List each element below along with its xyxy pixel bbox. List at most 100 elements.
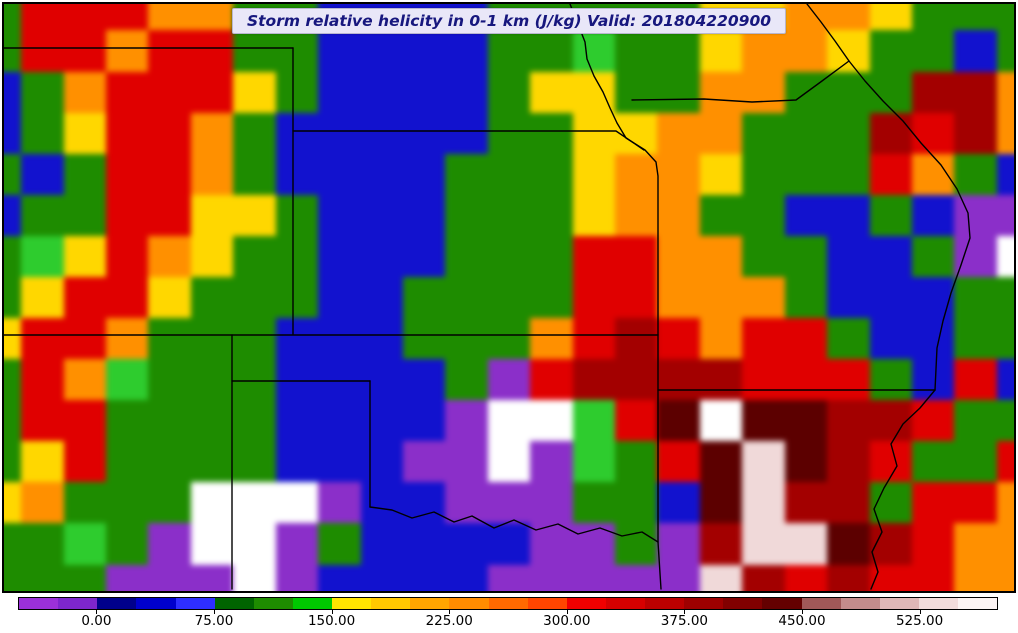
- heatmap-cell: [530, 276, 573, 319]
- heatmap-cell: [318, 112, 361, 154]
- heatmap-cell: [63, 564, 106, 591]
- heatmap-cell: [954, 400, 997, 442]
- heatmap-cell: [996, 235, 1014, 277]
- border-missouri-river-ks-mo: [569, 4, 659, 336]
- heatmap-cell: [445, 318, 488, 360]
- heatmap-cell: [63, 276, 106, 319]
- heatmap-cell: [275, 441, 319, 483]
- heatmap-cell: [954, 194, 997, 236]
- heatmap-cell: [615, 400, 658, 442]
- heatmap-cell: [4, 30, 22, 72]
- colorbar-segment: [645, 598, 685, 609]
- heatmap-cell: [148, 441, 191, 483]
- heatmap-cell: [63, 482, 106, 524]
- heatmap-cell: [784, 359, 828, 401]
- heatmap-cell: [233, 194, 276, 236]
- heatmap-cell: [106, 112, 149, 154]
- heatmap-cell: [190, 482, 234, 524]
- heatmap-cell: [742, 564, 785, 591]
- heatmap-cell: [954, 564, 997, 591]
- heatmap-cell: [827, 276, 870, 319]
- border-nebraska-kansas: [292, 130, 645, 151]
- heatmap-cell: [275, 564, 319, 591]
- heatmap-cell: [275, 112, 319, 154]
- heatmap-cell: [954, 482, 997, 524]
- heatmap-cell: [869, 276, 912, 319]
- colorbar-segment: [488, 598, 528, 609]
- heatmap-cell: [106, 235, 149, 277]
- heatmap-cell: [487, 30, 531, 72]
- heatmap-cell: [869, 153, 912, 195]
- heatmap-cell: [445, 564, 488, 591]
- heatmap-cell: [530, 30, 573, 72]
- heatmap-cell: [827, 523, 870, 565]
- colorbar-tick: [566, 610, 568, 614]
- colorbar-segment: [879, 598, 919, 609]
- heatmap-cell: [106, 153, 149, 195]
- heatmap-cell: [360, 71, 403, 113]
- heatmap-cell: [699, 235, 743, 277]
- heatmap-cell: [742, 153, 785, 195]
- heatmap-cell: [63, 235, 106, 277]
- heatmap-cell: [996, 359, 1014, 401]
- heatmap-cell: [784, 523, 828, 565]
- heatmap-cell: [742, 523, 785, 565]
- heatmap-cell: [148, 523, 191, 565]
- heatmap-cell: [190, 112, 234, 154]
- heatmap-cell: [360, 30, 403, 72]
- colorbar: 0.00 75.00 150.00 225.00 300.00 375.00 450.00 5…: [0, 597, 1018, 633]
- heatmap-cell: [996, 482, 1014, 524]
- heatmap-cell: [4, 153, 22, 195]
- heatmap-cell: [360, 523, 403, 565]
- heatmap-cell: [954, 523, 997, 565]
- heatmap-cell: [4, 276, 22, 319]
- colorbar-tick: [449, 610, 451, 614]
- colorbar-tick: [684, 610, 686, 614]
- heatmap-cell: [106, 400, 149, 442]
- heatmap-cell: [572, 400, 616, 442]
- heatmap-cell: [63, 30, 106, 72]
- heatmap-cell: [233, 359, 276, 401]
- heatmap-cell: [190, 71, 234, 113]
- heatmap-cell: [784, 194, 828, 236]
- heatmap-cell: [106, 318, 149, 360]
- heatmap-cell: [233, 276, 276, 319]
- border-red-river-ok-tx: [369, 506, 659, 543]
- colorbar-tick-label: 375.00: [660, 613, 709, 629]
- heatmap-cell: [190, 523, 234, 565]
- heatmap-cell: [954, 318, 997, 360]
- colorbar-tick-label: 450.00: [778, 613, 826, 629]
- heatmap-cell: [148, 112, 191, 154]
- heatmap-cell: [615, 276, 658, 319]
- heatmap-cell: [615, 359, 658, 401]
- heatmap-cell: [742, 359, 785, 401]
- colorbar-segment: [292, 598, 332, 609]
- heatmap-cell: [445, 194, 488, 236]
- helicity-heatmap: [4, 4, 1014, 591]
- heatmap-cell: [445, 30, 488, 72]
- border-mississippi-river-lower: [870, 389, 936, 590]
- colorbar-segment: [58, 598, 98, 609]
- heatmap-cell: [275, 235, 319, 277]
- heatmap-cell: [827, 482, 870, 524]
- heatmap-cell: [106, 482, 149, 524]
- heatmap-cell: [530, 318, 573, 360]
- heatmap-cell: [63, 194, 106, 236]
- heatmap-cell: [615, 153, 658, 195]
- colorbar-segment: [605, 598, 645, 609]
- colorbar-segment: [136, 598, 176, 609]
- heatmap-cell: [699, 112, 743, 154]
- colorbar-segment: [214, 598, 254, 609]
- heatmap-cell: [996, 564, 1014, 591]
- heatmap-cell: [530, 194, 573, 236]
- heatmap-cell: [657, 276, 700, 319]
- heatmap-cell: [530, 71, 573, 113]
- heatmap-cell: [318, 235, 361, 277]
- heatmap-cell: [742, 441, 785, 483]
- colorbar-segment: [332, 598, 372, 609]
- colorbar-segment: [762, 598, 802, 609]
- heatmap-cell: [699, 276, 743, 319]
- heatmap-cell: [63, 318, 106, 360]
- heatmap-cell: [4, 194, 22, 236]
- heatmap-cell: [360, 194, 403, 236]
